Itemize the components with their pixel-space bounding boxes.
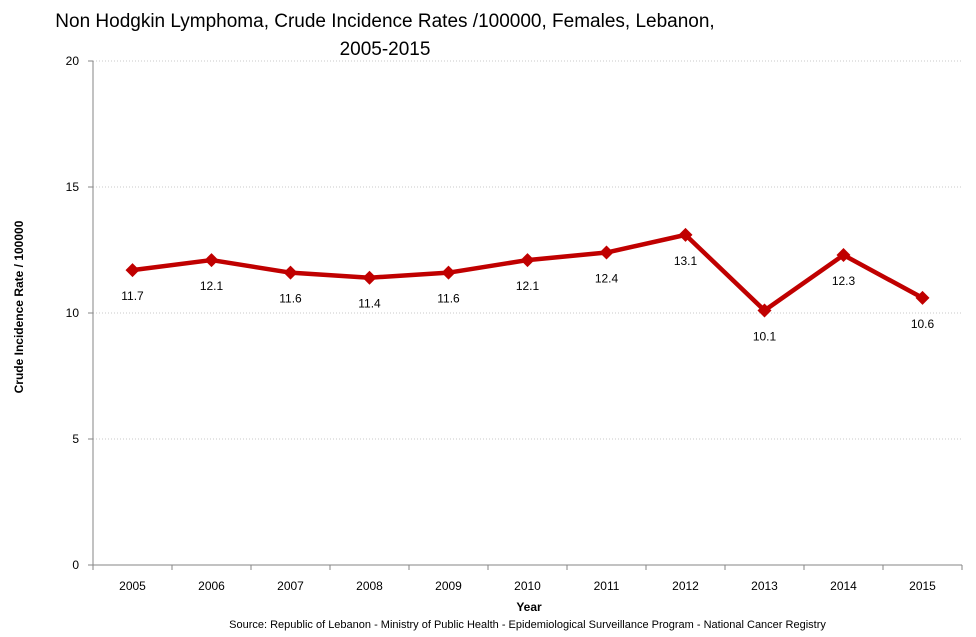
data-label: 10.6	[911, 317, 935, 331]
data-point	[757, 303, 772, 318]
y-tick-label: 20	[66, 54, 80, 68]
y-tick-label: 5	[72, 432, 79, 446]
data-label: 11.7	[121, 289, 144, 303]
data-label: 11.4	[358, 297, 381, 311]
data-label: 12.1	[516, 279, 540, 293]
data-label: 12.1	[200, 279, 224, 293]
data-label: 10.1	[753, 329, 777, 343]
y-axis-label: Crude Incidence Rate / 100000	[12, 220, 26, 394]
y-tick-label: 15	[66, 180, 80, 194]
data-point	[599, 245, 614, 260]
x-tick-label: 2013	[751, 579, 778, 593]
x-tick-label: 2008	[356, 579, 383, 593]
x-tick-label: 2009	[435, 579, 462, 593]
y-tick-label: 10	[66, 306, 80, 320]
data-point	[283, 265, 298, 280]
data-point	[520, 253, 535, 268]
data-label: 11.6	[279, 292, 302, 306]
x-axis-label: Year	[516, 600, 542, 614]
x-tick-label: 2015	[909, 579, 936, 593]
data-point	[441, 265, 456, 280]
x-tick-label: 2005	[119, 579, 146, 593]
x-tick-label: 2012	[672, 579, 699, 593]
data-label: 12.4	[595, 272, 619, 286]
chart-title: Non Hodgkin Lymphoma, Crude Incidence Ra…	[0, 8, 770, 64]
x-tick-label: 2006	[198, 579, 225, 593]
source-note: Source: Republic of Lebanon - Ministry o…	[229, 619, 826, 631]
x-tick-label: 2011	[594, 579, 620, 593]
data-point	[915, 290, 930, 305]
x-tick-label: 2007	[277, 579, 304, 593]
data-label: 13.1	[674, 254, 698, 268]
data-point	[362, 270, 377, 285]
data-label: 12.3	[832, 274, 856, 288]
x-tick-label: 2010	[514, 579, 541, 593]
data-point	[204, 253, 219, 268]
data-point	[125, 263, 140, 278]
data-point	[836, 248, 851, 263]
data-label: 11.6	[437, 292, 460, 306]
chart-title-line2: 2005-2015	[339, 39, 431, 60]
series-line	[132, 232, 924, 313]
chart-title-line1: Non Hodgkin Lymphoma, Crude Incidence Ra…	[55, 11, 715, 32]
data-point	[678, 227, 693, 242]
y-tick-label: 0	[72, 558, 79, 572]
x-tick-label: 2014	[830, 579, 857, 593]
